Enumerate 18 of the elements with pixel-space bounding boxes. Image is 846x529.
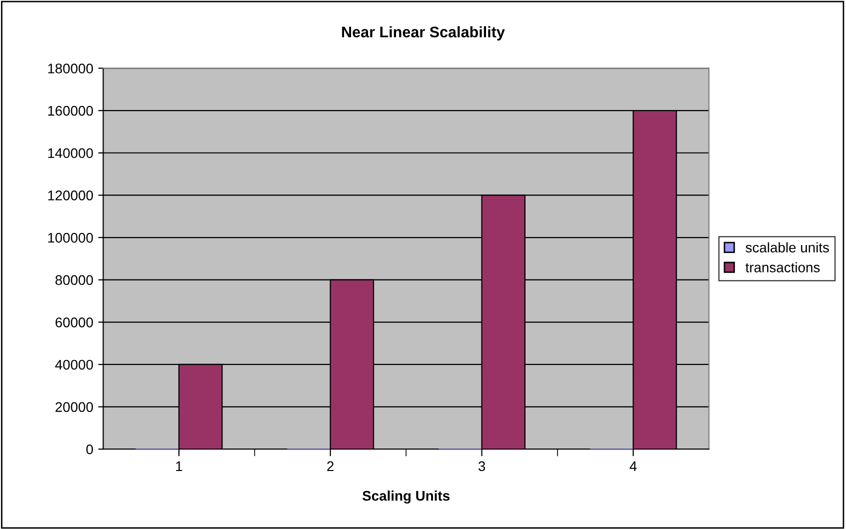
chart-title: Near Linear Scalability	[342, 26, 505, 40]
x-tick-label: 3	[478, 461, 486, 472]
y-tick-label: 120000	[48, 190, 93, 200]
y-tick-label: 40000	[55, 360, 93, 370]
x-tick-label: 2	[327, 461, 334, 471]
x-tick-label: 4	[630, 461, 637, 471]
y-tick-label: 80000	[55, 275, 93, 286]
x-axis-title: Scaling Units	[362, 490, 450, 504]
y-tick-label: 140000	[48, 148, 93, 158]
x-tick-label: 1	[176, 461, 182, 471]
y-tick-label: 100000	[48, 232, 93, 243]
legend-label: transactions	[746, 262, 820, 272]
y-tick-label: 180000	[48, 64, 93, 74]
legend-label: scalable units	[746, 242, 829, 252]
y-tick-label: 0	[86, 444, 93, 454]
y-tick-label: 20000	[56, 402, 93, 412]
y-tick-label: 160000	[48, 106, 93, 116]
y-tick-label: 60000	[56, 317, 93, 328]
